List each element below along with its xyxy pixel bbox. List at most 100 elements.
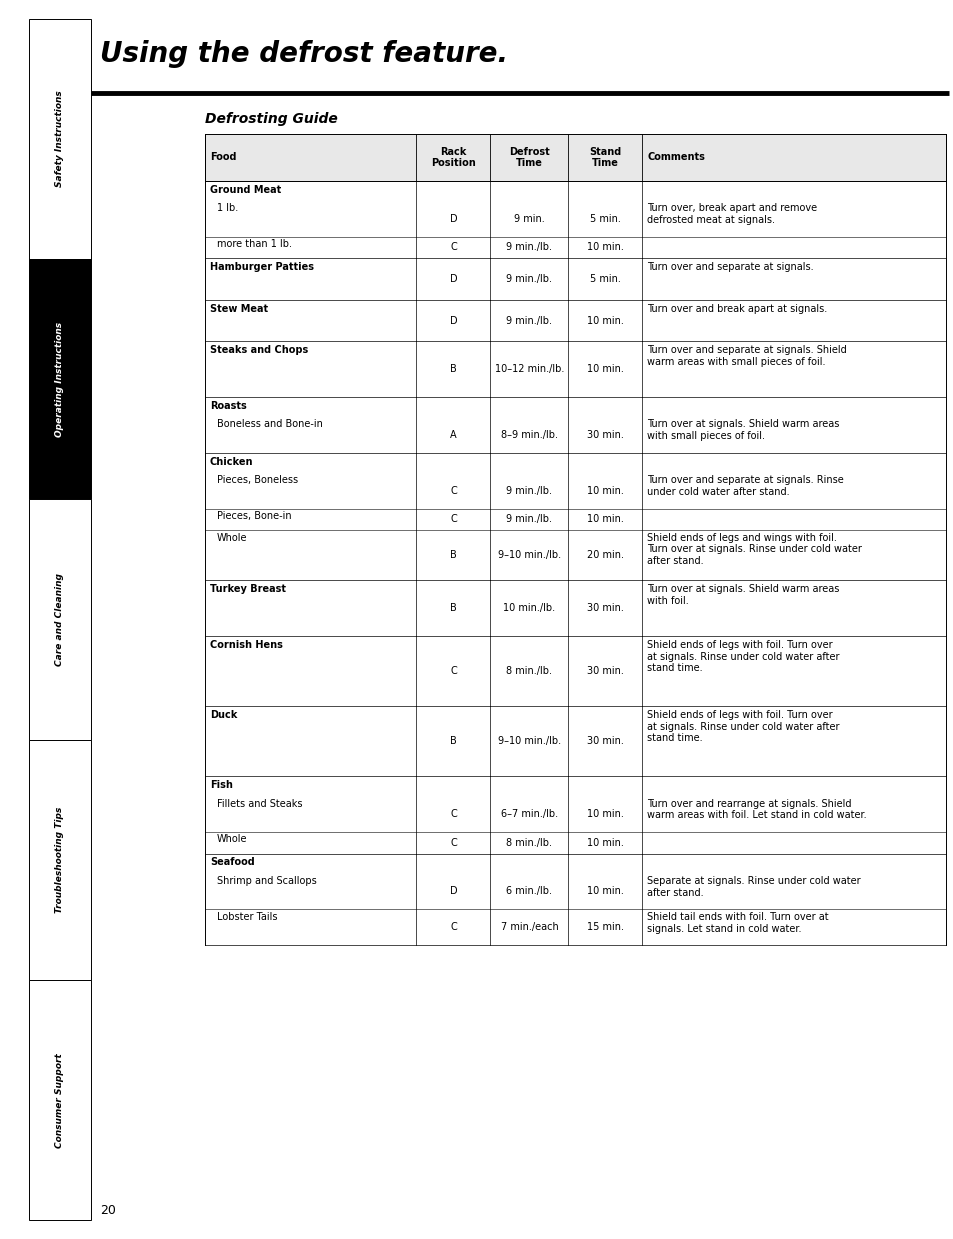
Text: Boneless and Bone-in: Boneless and Bone-in [216,419,322,430]
Text: C: C [450,667,456,676]
Text: Turn over at signals. Shield warm areas
with foil.: Turn over at signals. Shield warm areas … [646,585,839,606]
Text: Separate at signals. Rinse under cold water
after stand.: Separate at signals. Rinse under cold wa… [646,876,860,897]
Text: Defrost
Time: Defrost Time [509,146,549,169]
Text: 7 min./each: 7 min./each [500,922,558,933]
Text: B: B [450,736,456,746]
Text: Safety Instructions: Safety Instructions [55,90,64,187]
Text: 10 min.: 10 min. [586,809,623,819]
Text: 9 min./lb.: 9 min./lb. [506,243,552,253]
Text: more than 1 lb.: more than 1 lb. [216,239,292,249]
Text: Care and Cleaning: Care and Cleaning [55,572,64,667]
Text: Food: Food [210,152,236,162]
Text: Shield tail ends with foil. Turn over at
signals. Let stand in cold water.: Shield tail ends with foil. Turn over at… [646,912,828,933]
Text: Fish: Fish [210,781,233,790]
Text: 30 min.: 30 min. [586,736,623,746]
Text: 8 min./lb.: 8 min./lb. [506,667,552,676]
Text: Shield ends of legs with foil. Turn over
at signals. Rinse under cold water afte: Shield ends of legs with foil. Turn over… [646,639,839,673]
Text: 9 min./lb.: 9 min./lb. [506,316,552,326]
Text: D: D [449,274,456,284]
Text: C: C [450,838,456,847]
Text: 20: 20 [100,1204,116,1217]
Text: 1 lb.: 1 lb. [216,203,237,213]
Text: 9 min./lb.: 9 min./lb. [506,514,552,524]
Text: 9 min.: 9 min. [514,213,544,224]
Text: Stand
Time: Stand Time [589,146,620,169]
Bar [29,19,91,259]
Text: Consumer Support: Consumer Support [55,1053,64,1147]
Text: Turn over at signals. Shield warm areas
with small pieces of foil.: Turn over at signals. Shield warm areas … [646,419,839,441]
Text: D: D [449,316,456,326]
Text: Stew Meat: Stew Meat [210,304,268,313]
Text: Rack
Position: Rack Position [431,146,476,169]
Text: 10 min.: 10 min. [586,364,623,374]
Text: Turn over and separate at signals. Shield
warm areas with small pieces of foil.: Turn over and separate at signals. Shiel… [646,344,846,367]
Text: 20 min.: 20 min. [586,550,623,560]
Text: A: A [450,430,456,440]
Text: 8 min./lb.: 8 min./lb. [506,838,552,847]
Text: 10 min.: 10 min. [586,316,623,326]
Text: C: C [450,243,456,253]
Bar [29,740,91,980]
Text: D: D [449,213,456,224]
Text: 9 min./lb.: 9 min./lb. [506,274,552,284]
Text: Shrimp and Scallops: Shrimp and Scallops [216,876,316,886]
Text: Operating Instructions: Operating Instructions [55,322,64,436]
Text: Pieces, Boneless: Pieces, Boneless [216,476,297,486]
Text: 10 min.: 10 min. [586,486,623,496]
Text: Cornish Hens: Cornish Hens [210,639,282,650]
Text: C: C [450,514,456,524]
Text: Lobster Tails: Lobster Tails [216,912,276,922]
Bar [205,134,945,181]
Text: Duck: Duck [210,710,237,720]
Text: 5 min.: 5 min. [589,213,620,224]
Text: 30 min.: 30 min. [586,667,623,676]
Text: B: B [450,603,456,613]
Bar [29,980,91,1220]
Text: Steaks and Chops: Steaks and Chops [210,344,308,356]
Text: Turn over and separate at signals.: Turn over and separate at signals. [646,263,813,273]
Bar [29,259,91,499]
Text: 10 min.: 10 min. [586,243,623,253]
Text: 6–7 min./lb.: 6–7 min./lb. [500,809,558,819]
Text: Comments: Comments [646,152,704,162]
Text: Turn over and rearrange at signals. Shield
warm areas with foil. Let stand in co: Turn over and rearrange at signals. Shie… [646,799,866,820]
Text: 10 min./lb.: 10 min./lb. [503,603,555,613]
Text: Shield ends of legs and wings with foil.
Turn over at signals. Rinse under cold : Shield ends of legs and wings with foil.… [646,533,862,566]
Text: Pieces, Bone-in: Pieces, Bone-in [216,512,291,522]
Text: Defrosting Guide: Defrosting Guide [205,112,337,125]
Text: Shield ends of legs with foil. Turn over
at signals. Rinse under cold water afte: Shield ends of legs with foil. Turn over… [646,710,839,743]
Text: Hamburger Patties: Hamburger Patties [210,263,314,273]
Text: C: C [450,809,456,819]
Text: 10–12 min./lb.: 10–12 min./lb. [495,364,563,374]
Text: Turn over, break apart and remove
defrosted meat at signals.: Turn over, break apart and remove defros… [646,203,817,224]
Text: Turn over and separate at signals. Rinse
under cold water after stand.: Turn over and separate at signals. Rinse… [646,476,843,497]
Text: 10 min.: 10 min. [586,514,623,524]
Text: C: C [450,922,456,933]
Text: 8–9 min./lb.: 8–9 min./lb. [500,430,558,440]
Bar [205,134,945,181]
Text: Turkey Breast: Turkey Breast [210,585,286,595]
Text: Fillets and Steaks: Fillets and Steaks [216,799,302,809]
Text: 9–10 min./lb.: 9–10 min./lb. [497,736,560,746]
Text: 9–10 min./lb.: 9–10 min./lb. [497,550,560,560]
Text: C: C [450,486,456,496]
Text: Seafood: Seafood [210,857,254,867]
Text: Roasts: Roasts [210,401,247,411]
Text: 30 min.: 30 min. [586,603,623,613]
Text: 9 min./lb.: 9 min./lb. [506,486,552,496]
Text: Using the defrost feature.: Using the defrost feature. [100,40,508,68]
Text: 10 min.: 10 min. [586,838,623,847]
Bar [29,499,91,740]
Text: 15 min.: 15 min. [586,922,623,933]
Text: 5 min.: 5 min. [589,274,620,284]
Text: 10 min.: 10 min. [586,886,623,897]
Text: Whole: Whole [216,835,247,845]
Text: Turn over and break apart at signals.: Turn over and break apart at signals. [646,304,826,313]
Text: Chicken: Chicken [210,457,253,467]
Text: Troubleshooting Tips: Troubleshooting Tips [55,807,64,913]
Text: 6 min./lb.: 6 min./lb. [506,886,552,897]
Text: Whole: Whole [216,533,247,543]
Text: B: B [450,364,456,374]
Text: B: B [450,550,456,560]
Text: D: D [449,886,456,897]
